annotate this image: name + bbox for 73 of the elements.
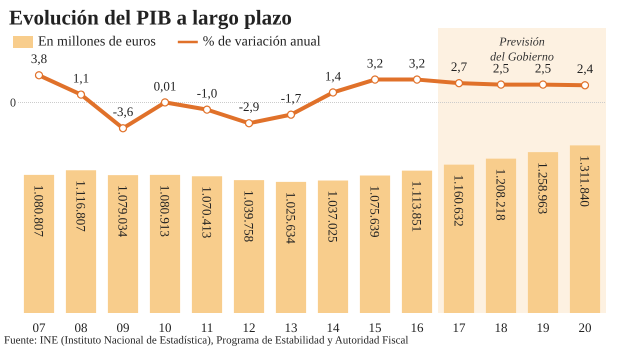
source-note: Fuente: INE (Instituto Nacional de Estadística), Programa de Estabilidad y Autoridad Fiscal [4, 334, 408, 346]
point [538, 80, 548, 89]
point [454, 79, 464, 88]
bar [360, 176, 390, 313]
data-label: -3,6 [112, 104, 134, 120]
data-label: 1.070.413 [200, 186, 214, 238]
data-label: -1,0 [196, 86, 218, 101]
data-label: 1.039.758 [242, 190, 256, 242]
bar [66, 170, 96, 313]
data-label: 1.079.034 [116, 185, 130, 238]
point [202, 106, 212, 114]
legend-label: % de variación anual [202, 34, 321, 50]
data-label: 1,4 [324, 68, 342, 84]
data-label: 2,7 [450, 59, 468, 74]
x-tick-label: 16 [410, 320, 424, 335]
chart-title: Evolución del PIB a largo plazo [9, 6, 292, 30]
data-label: 0,01 [154, 78, 176, 94]
x-tick-label: 07 [32, 320, 46, 335]
x-tick-label: 12 [242, 320, 256, 335]
x-tick-label: 20 [578, 320, 592, 335]
legend-label: En millones de euros [38, 34, 156, 50]
data-label: 2,4 [576, 61, 594, 76]
bar [234, 180, 264, 313]
bar [528, 152, 558, 313]
point [286, 110, 296, 119]
x-tick-label: 19 [536, 320, 550, 335]
bar [150, 174, 180, 313]
data-label: 1.208.218 [494, 168, 508, 221]
data-label: 3,8 [30, 51, 48, 66]
data-label: 1.025.634 [284, 192, 298, 244]
point [34, 71, 44, 80]
point [244, 119, 254, 128]
x-tick-label: 14 [326, 320, 340, 335]
data-label: 1.160.632 [452, 174, 466, 227]
x-tick-label: 18 [494, 320, 508, 335]
bar [486, 158, 516, 313]
data-label: 1.080.807 [32, 184, 46, 238]
point [496, 80, 506, 89]
x-tick-label: 08 [74, 320, 88, 335]
point [370, 75, 380, 84]
data-label: 1.080.913 [158, 184, 172, 237]
point [580, 81, 590, 90]
point [412, 75, 422, 84]
bar [402, 170, 432, 313]
x-tick-label: 11 [200, 320, 214, 335]
data-label: 1.037.025 [326, 190, 340, 242]
bar [192, 176, 222, 313]
data-label: 1.258.963 [536, 162, 550, 214]
bar [444, 164, 474, 313]
data-label: 1.116.807 [74, 180, 88, 232]
x-tick-label: 17 [452, 320, 466, 335]
data-label: -2,9 [238, 99, 260, 114]
x-tick-label: 15 [368, 320, 382, 335]
bar [570, 145, 600, 313]
data-label: 1.075.639 [368, 186, 382, 238]
data-label: 1,1 [72, 70, 90, 86]
point [76, 90, 86, 99]
x-tick-label: 13 [284, 320, 298, 335]
x-tick-label: 09 [116, 320, 130, 335]
data-label: -1,7 [280, 90, 302, 106]
data-label: 3,2 [366, 55, 384, 70]
bar [108, 175, 138, 313]
bar [318, 180, 348, 313]
data-label: 1.311.840 [578, 155, 592, 207]
data-label: 3,2 [408, 55, 426, 70]
ref-line-label: 0 [10, 95, 16, 110]
bar [276, 182, 306, 313]
data-label: 1.113.851 [410, 180, 424, 232]
bar [24, 174, 54, 313]
point [118, 124, 128, 132]
point [160, 98, 170, 106]
point [328, 88, 338, 97]
x-tick-label: 10 [158, 320, 172, 335]
